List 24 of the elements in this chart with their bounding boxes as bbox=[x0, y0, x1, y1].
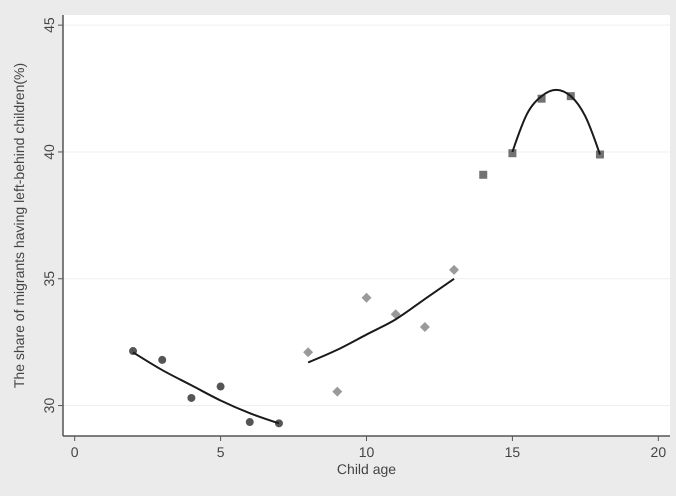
x-axis-title: Child age bbox=[336, 461, 396, 477]
point bbox=[246, 418, 254, 426]
point bbox=[362, 292, 372, 303]
line-series bbox=[307, 278, 456, 364]
y-tick-label: 45 bbox=[41, 17, 57, 33]
y-axis-title: The share of migrants having left-behind children(%) bbox=[11, 62, 27, 388]
point bbox=[508, 149, 516, 158]
x-tick-label: 0 bbox=[70, 444, 79, 460]
x-tick-label: 5 bbox=[216, 444, 225, 460]
point bbox=[449, 264, 460, 275]
point bbox=[187, 394, 196, 402]
point bbox=[420, 322, 430, 332]
x-tick-label: 10 bbox=[358, 444, 374, 460]
y-tick-label: 35 bbox=[41, 270, 57, 287]
y-tick-label: 40 bbox=[41, 144, 57, 160]
point bbox=[332, 386, 342, 397]
point bbox=[479, 170, 488, 179]
point bbox=[303, 347, 314, 358]
point bbox=[158, 356, 166, 364]
point bbox=[216, 382, 225, 391]
x-tick-label: 15 bbox=[504, 444, 520, 460]
x-tick-label: 20 bbox=[650, 444, 666, 460]
point bbox=[390, 309, 401, 320]
y-tick-label: 30 bbox=[41, 398, 57, 414]
